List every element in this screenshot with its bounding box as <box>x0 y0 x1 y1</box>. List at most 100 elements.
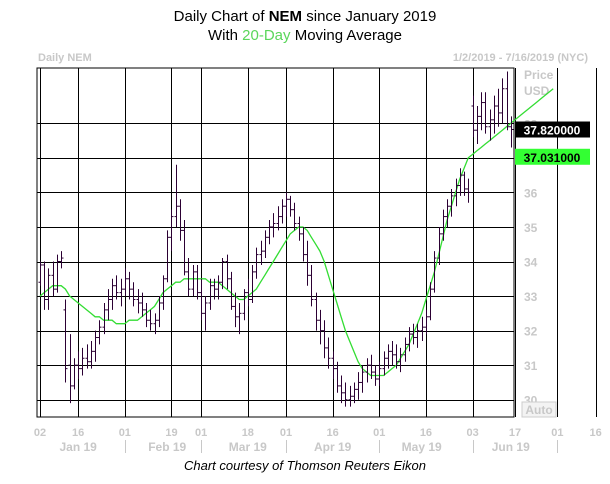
ma-period-label: 20-Day <box>242 27 291 44</box>
ohlc-bar <box>208 278 213 310</box>
ohlc-bar <box>182 220 187 276</box>
ohlc-bar <box>161 275 166 310</box>
x-month-label: Jun 19 <box>492 440 530 454</box>
x-tick-label: 16 <box>327 427 339 439</box>
ohlc-bar <box>322 320 327 359</box>
x-month-label: May 19 <box>402 440 442 454</box>
chart-grid <box>36 67 597 418</box>
ohlc-bar <box>127 271 132 300</box>
ohlc-bar <box>169 209 174 252</box>
auto-scale-label: Auto <box>525 403 552 417</box>
ohlc-bar <box>365 358 370 383</box>
ohlc-bar <box>63 299 68 383</box>
ohlc-bar <box>72 358 77 390</box>
ohlc-bar <box>42 261 47 310</box>
ohlc-bar <box>305 240 310 286</box>
ohlc-bar <box>432 251 437 293</box>
auto-scale-button[interactable] <box>521 401 557 418</box>
ohlc-bar <box>246 278 251 307</box>
ohlc-bar <box>488 109 493 141</box>
ohlc-bar <box>445 199 450 227</box>
y-tick-label: 35 <box>524 221 538 235</box>
ohlc-bar <box>102 302 107 335</box>
title-suffix: since January 2019 <box>302 8 437 25</box>
ohlc-bar <box>59 251 64 269</box>
ohlc-bar <box>292 202 297 231</box>
ohlc-bar <box>348 385 353 407</box>
x-month-label: Feb 19 <box>148 440 186 454</box>
ohlc-bar <box>314 292 319 331</box>
ohlc-bar <box>216 275 221 300</box>
ohlc-bar <box>390 340 395 366</box>
chart-title: Daily Chart of NEM since January 2019 <box>0 8 610 25</box>
ohlc-bar <box>271 213 276 238</box>
chart-instrument-label: Daily NEM <box>38 52 92 64</box>
ohlc-bar <box>119 278 124 307</box>
ohlc-bar <box>411 323 416 345</box>
ohlc-bar <box>250 264 255 303</box>
ohlc-bar <box>225 254 230 290</box>
ohlc-bar <box>140 292 145 317</box>
last-price-badge <box>515 121 590 138</box>
ohlc-bar <box>309 264 314 307</box>
ohlc-bars-layer <box>38 71 514 407</box>
ohlc-bar <box>479 92 484 131</box>
ohlc-bar <box>220 258 225 290</box>
ohlc-bar <box>267 220 272 245</box>
ohlc-bar <box>191 264 196 297</box>
ohlc-bar <box>377 361 382 386</box>
ohlc-bar <box>153 313 158 335</box>
ohlc-bar <box>165 230 170 283</box>
ma-value-label: 37.031000 <box>524 151 581 165</box>
chart-subtitle: With 20-Day Moving Average <box>0 27 610 44</box>
ohlc-bar <box>441 209 446 241</box>
ohlc-bar <box>500 78 505 124</box>
ohlc-bar <box>331 351 336 379</box>
ohlc-bar <box>212 278 217 300</box>
ohlc-bar <box>475 106 480 145</box>
ohlc-bar <box>203 296 208 331</box>
ohlc-bar <box>318 309 323 345</box>
ohlc-bar <box>89 340 94 369</box>
ohlc-bar <box>407 327 412 352</box>
x-tick-label: 01 <box>195 427 207 439</box>
ohlc-bar <box>420 316 425 341</box>
ohlc-bar <box>254 247 259 279</box>
ohlc-bar <box>424 309 429 335</box>
x-tick-label: 16 <box>589 427 601 439</box>
chart-credit: Chart courtesy of Thomson Reuters Eikon <box>183 458 427 473</box>
ohlc-bar <box>449 188 454 217</box>
ohlc-bar <box>46 268 51 310</box>
x-month-label: Mar 19 <box>229 440 267 454</box>
ohlc-bar <box>276 206 281 231</box>
y-tick-label: 36 <box>524 186 538 200</box>
ma-value-badge <box>515 148 590 165</box>
ohlc-bar <box>110 278 115 310</box>
ohlc-bar <box>136 289 141 314</box>
x-tick-label: 01 <box>119 427 131 439</box>
x-tick-label: 01 <box>280 427 292 439</box>
ohlc-bar <box>288 195 293 217</box>
x-month-label: Apr 19 <box>314 440 352 454</box>
ohlc-bar <box>415 323 420 348</box>
y-tick-label: 33 <box>524 290 538 304</box>
x-tick-label: 18 <box>242 427 254 439</box>
ohlc-bar <box>93 330 98 362</box>
ohlc-bar <box>131 282 136 307</box>
ohlc-bar <box>386 344 391 369</box>
ohlc-bar <box>373 365 378 386</box>
ohlc-bar <box>157 296 162 328</box>
ohlc-bar <box>68 334 73 404</box>
ohlc-bar <box>174 164 179 227</box>
title-prefix: Daily Chart of <box>173 8 269 25</box>
ohlc-bar <box>462 171 467 196</box>
ohlc-bar <box>326 337 331 369</box>
ma-line <box>39 88 554 377</box>
ohlc-bar <box>398 347 403 373</box>
ohlc-bar <box>466 178 471 203</box>
subtitle-suffix: Moving Average <box>290 27 402 44</box>
ohlc-bar <box>428 282 433 321</box>
ohlc-bar <box>492 95 497 134</box>
